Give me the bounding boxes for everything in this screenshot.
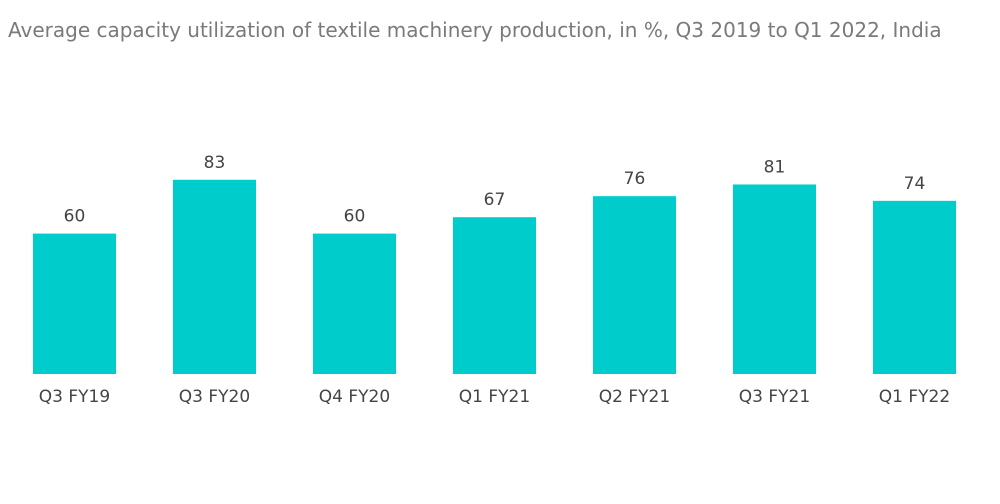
x-tick-label: Q1 FY22 [879, 387, 950, 407]
bar-q1-fy21 [453, 217, 536, 374]
x-tick-label: Q4 FY20 [319, 387, 390, 407]
data-label: 83 [204, 153, 226, 173]
data-label: 76 [624, 169, 646, 189]
x-tick-label: Q2 FY21 [599, 387, 670, 407]
data-label: 81 [764, 157, 786, 177]
bar-q3-fy19 [33, 233, 116, 374]
bar-q3-fy21 [733, 184, 816, 374]
x-tick-label: Q3 FY21 [739, 387, 810, 407]
data-label: 60 [64, 207, 86, 227]
chart-title: Average capacity utilization of textile … [8, 18, 942, 42]
bar-q4-fy20 [313, 233, 396, 374]
data-label: 60 [344, 207, 366, 227]
x-tick-label: Q3 FY20 [179, 387, 250, 407]
x-tick-label: Q1 FY21 [459, 387, 530, 407]
x-tick-label: Q3 FY19 [39, 387, 110, 407]
data-label: 67 [484, 190, 506, 210]
bar-q1-fy22 [873, 200, 956, 374]
bar-q3-fy20 [173, 179, 256, 374]
bar-q2-fy21 [593, 196, 676, 374]
data-label: 74 [904, 174, 926, 194]
